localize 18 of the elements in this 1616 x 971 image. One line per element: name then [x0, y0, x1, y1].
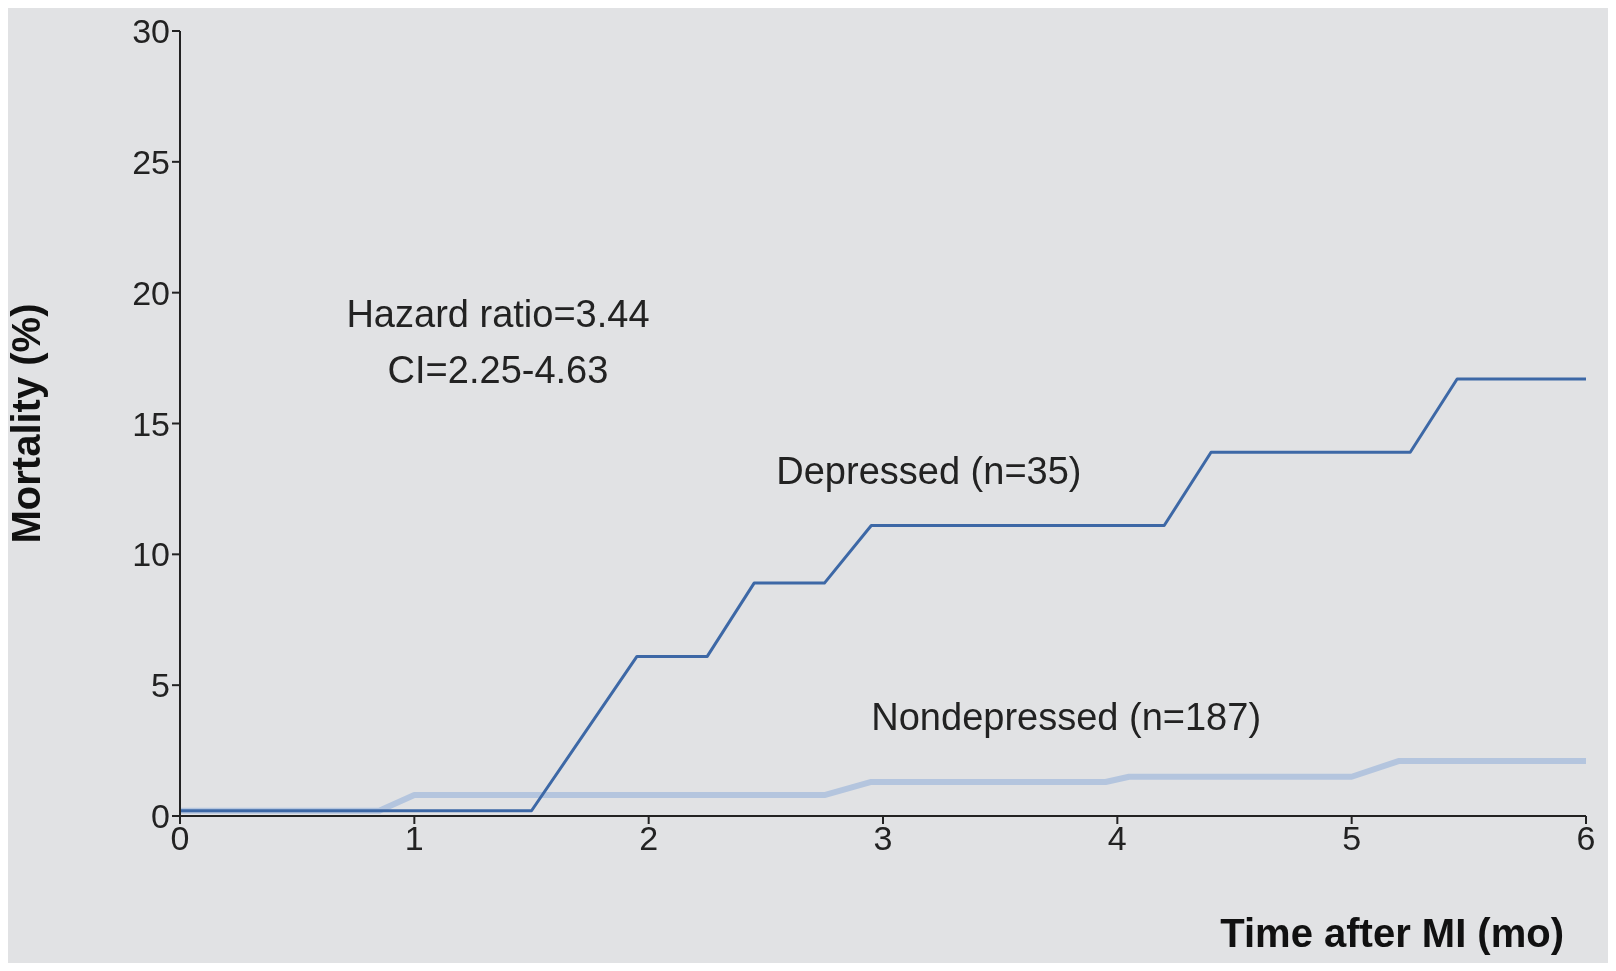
x-tick-label: 2	[639, 819, 659, 858]
y-tick-label: 10	[132, 535, 170, 574]
series-label: Nondepressed (n=187)	[871, 695, 1262, 738]
y-tick-label: 30	[132, 12, 170, 51]
x-tick-label: 5	[1342, 819, 1362, 858]
x-tick-label: 3	[873, 819, 893, 858]
y-tick-label: 25	[132, 142, 170, 181]
annotation: CI=2.25-4.63	[386, 348, 610, 393]
x-tick-label: 4	[1107, 819, 1127, 858]
y-tick-label: 5	[151, 666, 170, 705]
y-tick-label: 15	[132, 404, 170, 443]
x-tick-label: 6	[1576, 819, 1596, 858]
y-tick-label: 20	[132, 273, 170, 312]
x-axis-title: Time after MI (mo)	[1220, 911, 1564, 955]
x-tick-label: 1	[404, 819, 424, 858]
y-axis-title: Mortality (%)	[4, 303, 49, 544]
annotation: Hazard ratio=3.44	[345, 292, 651, 337]
series-label: Depressed (n=35)	[776, 449, 1082, 492]
